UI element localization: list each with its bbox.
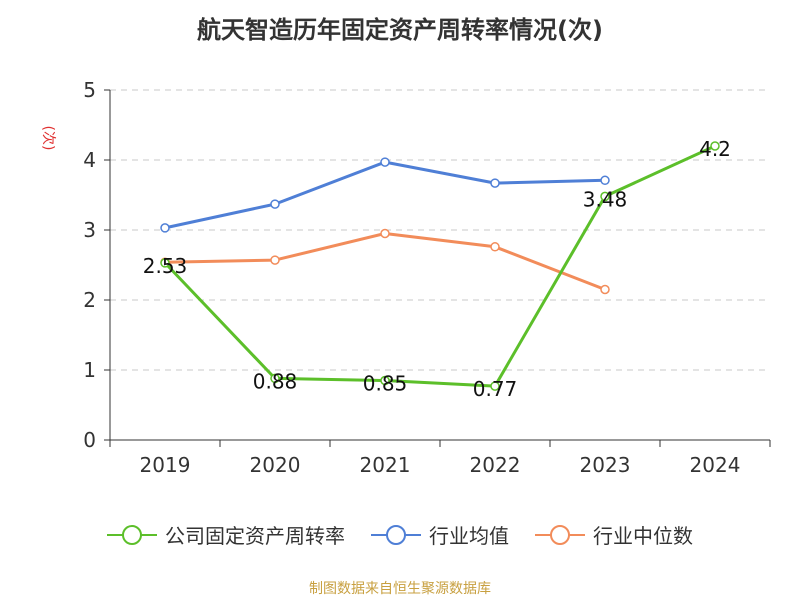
industry-mean-series-line — [164, 160, 606, 230]
company-series-point — [710, 141, 720, 151]
company-series-point — [600, 191, 610, 202]
chart-title: 航天智造历年固定资产周转率情况(次) — [197, 16, 603, 44]
industry-median-series-point — [380, 228, 390, 239]
company-series-point — [270, 373, 280, 384]
industry-median-series-point — [270, 255, 280, 265]
legend-item-industry-median[interactable]: 行业中位数 — [535, 520, 693, 549]
legend-item-company[interactable]: 公司固定资产周转率 — [107, 520, 345, 549]
data-label: 2.53 — [143, 254, 188, 278]
industry-mean-series-point — [600, 175, 610, 186]
y-tick-label: 5 — [83, 78, 96, 102]
x-tick-label: 2021 — [360, 453, 411, 477]
industry-median-series-point — [600, 284, 610, 295]
y-tick-label: 2 — [83, 288, 96, 312]
x-tick-label: 2019 — [140, 453, 191, 477]
data-source-note: 制图数据来自恒生聚源数据库 — [309, 581, 491, 597]
legend-marker-industry-mean — [371, 524, 421, 545]
data-label: 4.2 — [699, 137, 731, 161]
company-series-point — [160, 258, 170, 268]
x-tick-label: 2024 — [690, 453, 741, 477]
y-tick-label: 4 — [83, 148, 96, 172]
industry-mean-series-point — [270, 199, 280, 209]
industry-mean-series-point — [380, 157, 390, 167]
y-tick-label: 0 — [83, 428, 96, 452]
industry-median-series-line — [164, 232, 606, 291]
legend-item-industry-mean[interactable]: 行业均值 — [371, 520, 509, 549]
legend-marker-company — [107, 524, 157, 545]
legend-label-company: 公司固定资产周转率 — [165, 524, 345, 548]
data-label: 0.77 — [473, 377, 518, 401]
x-tick-label: 2022 — [470, 453, 521, 477]
industry-mean-series-point — [490, 178, 500, 188]
x-tick-label: 2020 — [250, 453, 301, 477]
legend-label-industry-median: 行业中位数 — [593, 524, 693, 548]
company-series-point — [490, 381, 500, 391]
y-tick-label: 1 — [83, 358, 96, 382]
data-label: 0.88 — [253, 369, 298, 393]
company-series-point — [380, 375, 390, 386]
company-series-line — [163, 144, 716, 388]
legend-marker-industry-median — [535, 524, 585, 545]
legend-label-industry-mean: 行业均值 — [429, 524, 509, 548]
x-tick-label: 2023 — [580, 453, 631, 477]
data-label: 0.85 — [363, 372, 408, 396]
industry-mean-series-point — [160, 223, 170, 233]
data-label: 3.48 — [583, 187, 628, 211]
industry-median-series-point — [490, 242, 500, 252]
y-tick-label: 3 — [83, 218, 96, 242]
legend: 公司固定资产周转率 行业均值 行业中位数 — [0, 520, 800, 549]
